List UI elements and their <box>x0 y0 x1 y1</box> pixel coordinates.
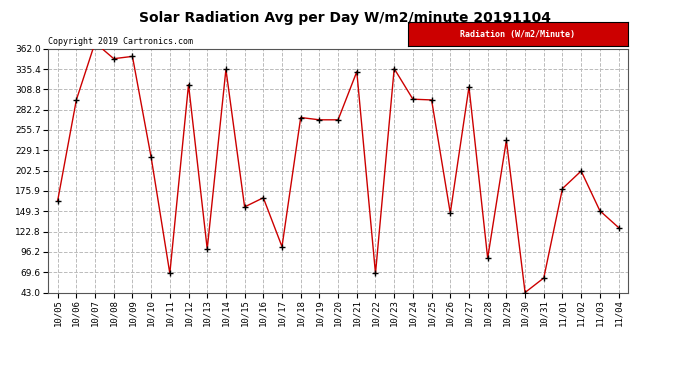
Text: Solar Radiation Avg per Day W/m2/minute 20191104: Solar Radiation Avg per Day W/m2/minute … <box>139 11 551 25</box>
Text: Copyright 2019 Cartronics.com: Copyright 2019 Cartronics.com <box>48 38 193 46</box>
